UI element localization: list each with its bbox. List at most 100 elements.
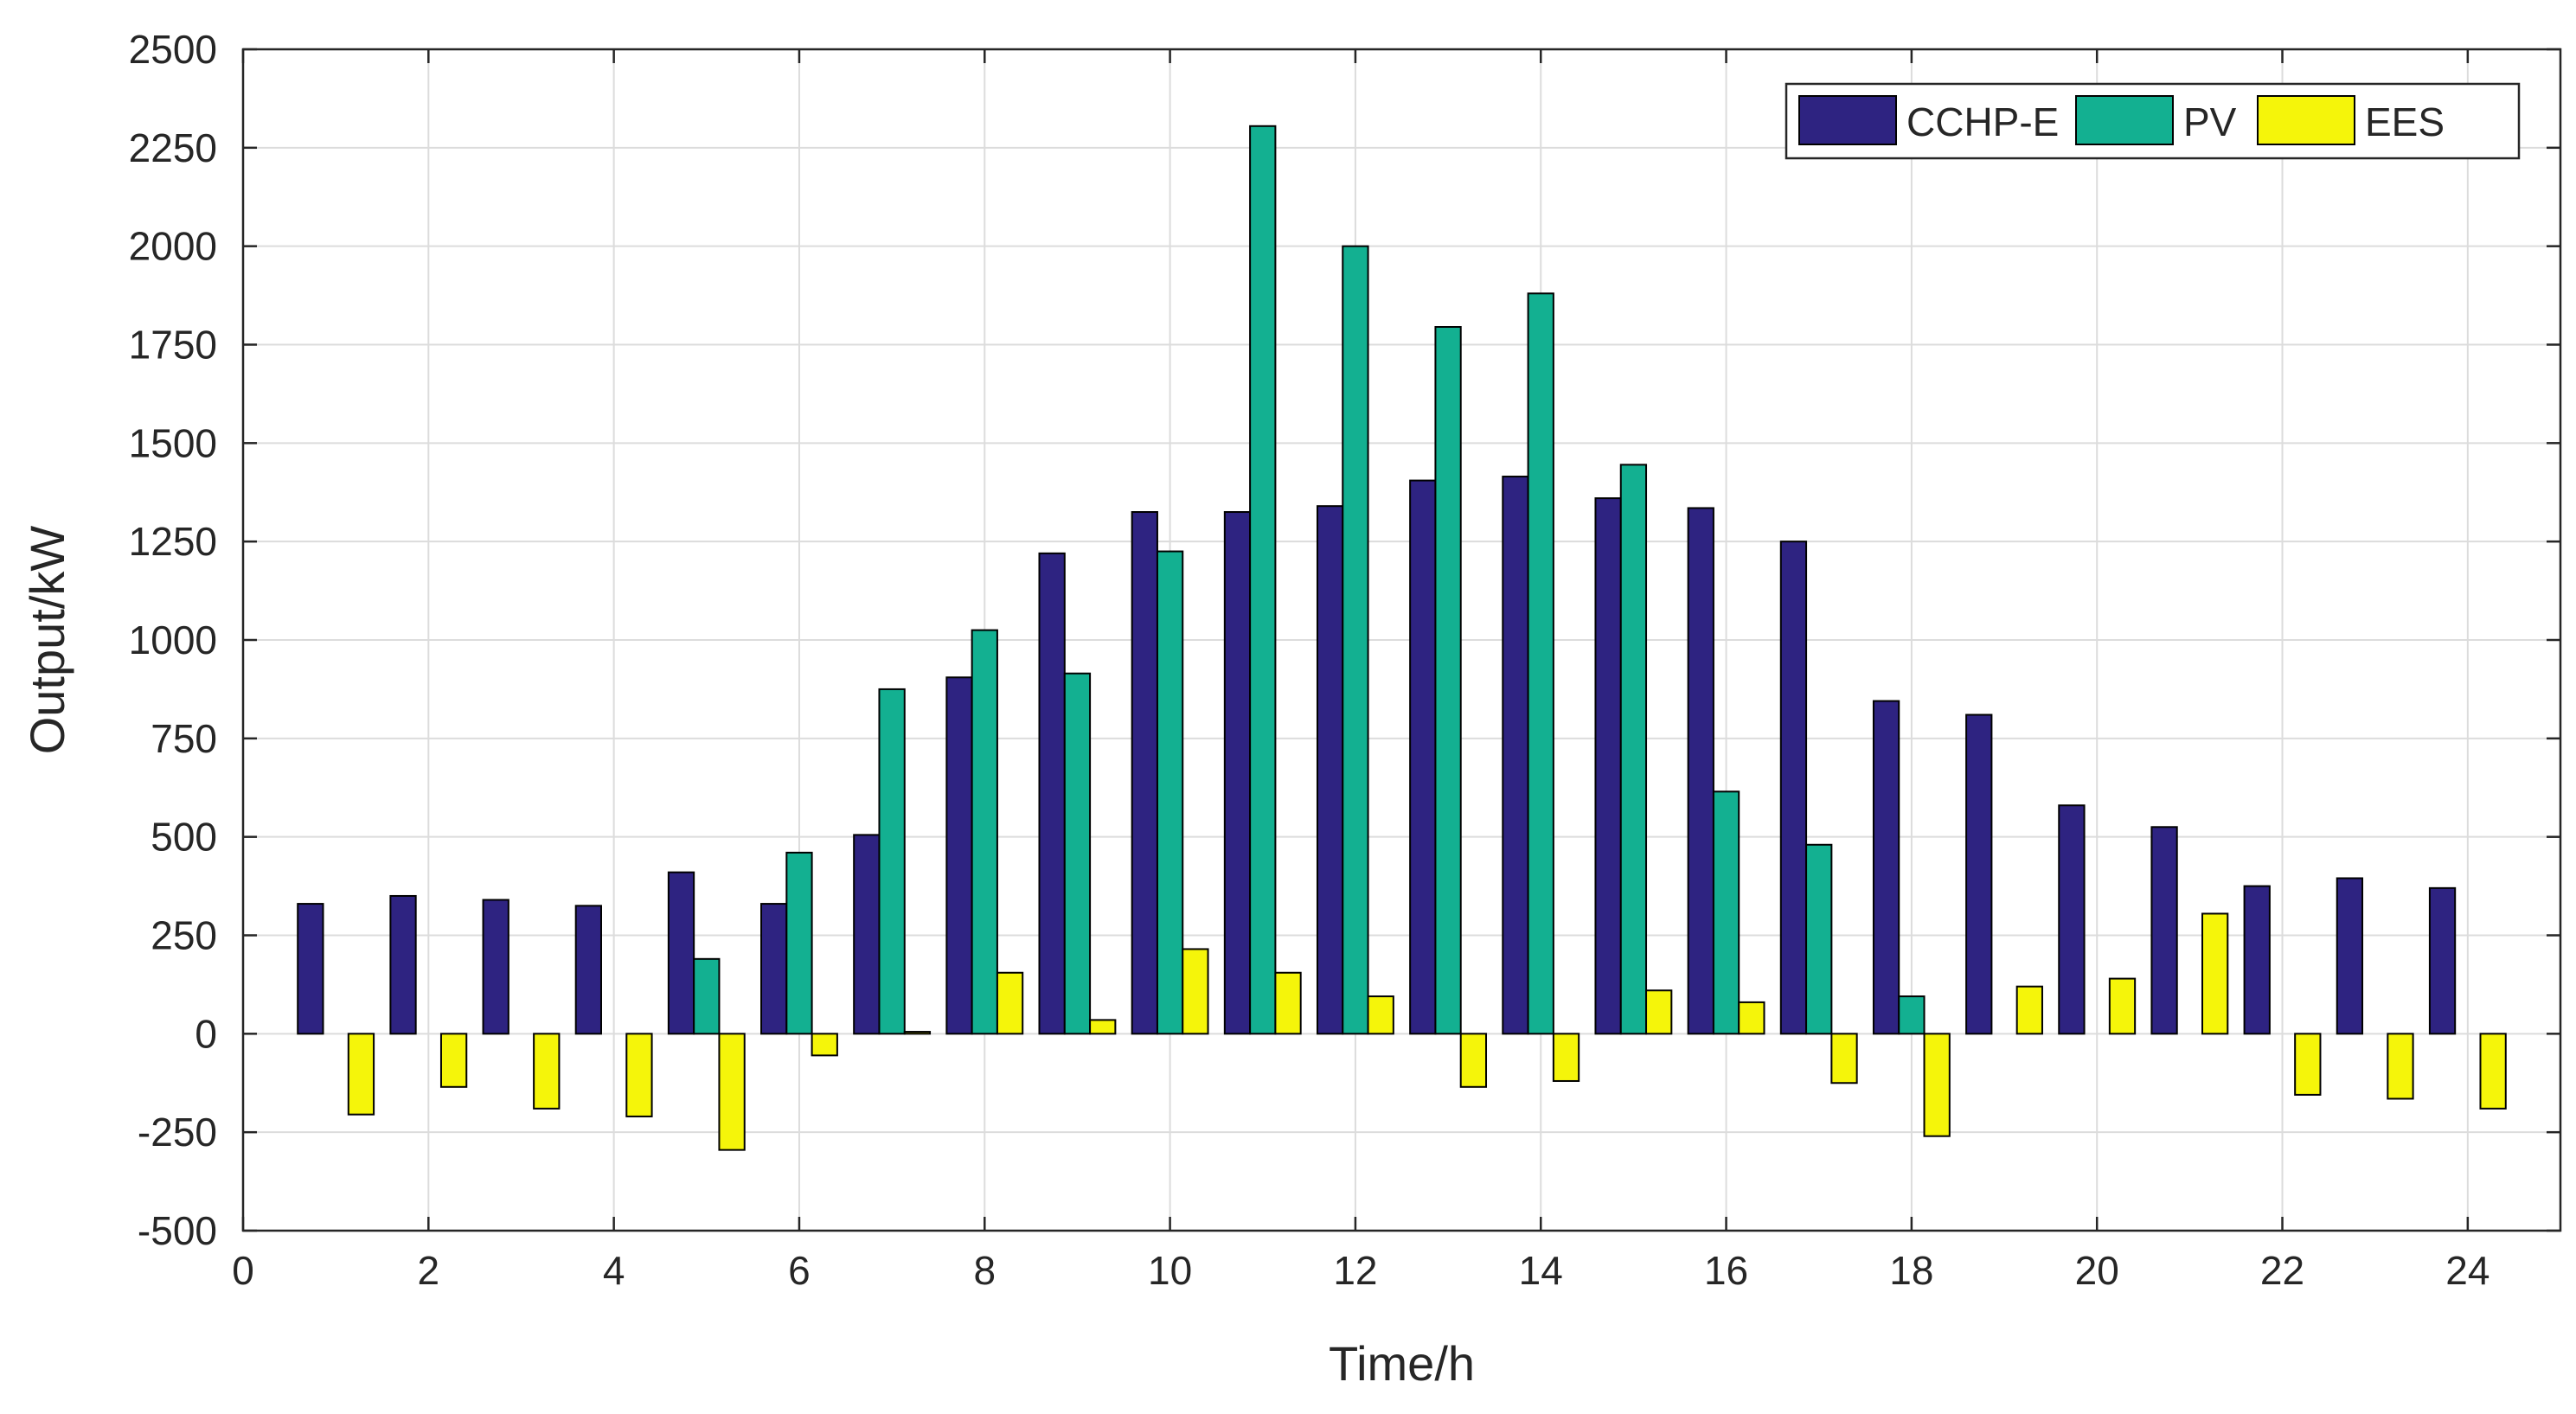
legend-label-pv: PV	[2183, 99, 2237, 144]
y-tick-label: 500	[151, 815, 217, 860]
bar-cchp-e-8	[945, 676, 973, 1035]
y-tick-label: 1000	[129, 617, 217, 662]
bar-ees-20	[2108, 977, 2137, 1035]
x-tick-label: 16	[1704, 1248, 1748, 1293]
bar-ees-23	[2387, 1033, 2414, 1100]
legend-swatch-ees	[2257, 95, 2355, 145]
bar-cchp-e-4	[574, 905, 602, 1035]
y-tick-label: -250	[138, 1110, 217, 1155]
x-tick-label: 24	[2445, 1248, 2489, 1293]
bar-cchp-e-11	[1223, 511, 1252, 1035]
bar-ees-2	[439, 1033, 468, 1088]
x-tick-label: 4	[603, 1248, 625, 1293]
bar-ees-21	[2201, 912, 2229, 1035]
bar-pv-12	[1342, 245, 1369, 1035]
bar-ees-4	[625, 1033, 653, 1117]
bar-ees-6	[811, 1033, 838, 1057]
x-tick-label: 0	[232, 1248, 254, 1293]
bar-cchp-e-15	[1594, 497, 1622, 1035]
bar-cchp-e-16	[1687, 507, 1714, 1035]
x-tick-label: 8	[973, 1248, 996, 1293]
bar-pv-11	[1249, 125, 1277, 1035]
y-tick-label: 1500	[129, 420, 217, 465]
bar-pv-6	[785, 851, 813, 1035]
bar-ees-9	[1089, 1019, 1117, 1035]
bar-cchp-e-13	[1409, 479, 1437, 1035]
bar-pv-14	[1527, 292, 1554, 1035]
y-tick-label: 1250	[129, 519, 217, 564]
bar-ees-16	[1738, 1001, 1765, 1035]
bar-cchp-e-23	[2336, 877, 2364, 1035]
bar-pv-17	[1805, 843, 1833, 1035]
bar-pv-18	[1898, 995, 1926, 1035]
bar-pv-10	[1156, 550, 1184, 1035]
y-tick-label: 2250	[129, 125, 217, 170]
x-tick-label: 22	[2260, 1248, 2304, 1293]
bar-cchp-e-17	[1779, 541, 1808, 1035]
bar-pv-7	[878, 688, 906, 1035]
bar-ees-7	[903, 1031, 932, 1035]
y-tick-label: 2000	[129, 224, 217, 269]
bar-pv-15	[1619, 464, 1648, 1035]
bar-ees-5	[718, 1033, 746, 1151]
bar-pv-16	[1712, 790, 1740, 1035]
legend-label-cchp-e: CCHP-E	[1906, 99, 2059, 144]
bar-cchp-e-6	[760, 903, 788, 1035]
bar-pv-8	[971, 629, 998, 1035]
y-axis-label: Output/kW	[20, 526, 74, 755]
bar-cchp-e-10	[1131, 511, 1158, 1035]
bar-ees-17	[1830, 1033, 1858, 1084]
bar-ees-15	[1645, 989, 1673, 1035]
bar-cchp-e-22	[2243, 885, 2271, 1035]
bar-cchp-e-19	[1965, 713, 1993, 1035]
axes	[241, 48, 2562, 1232]
x-tick-label: 10	[1148, 1248, 1192, 1293]
bar-cchp-e-1	[297, 903, 324, 1035]
x-tick-label: 20	[2075, 1248, 2119, 1293]
x-tick-label: 6	[788, 1248, 811, 1293]
bar-ees-3	[533, 1033, 561, 1110]
bar-cchp-e-18	[1872, 700, 1900, 1035]
y-tick-label: 250	[151, 913, 217, 958]
bar-pv-9	[1063, 672, 1092, 1035]
bar-ees-19	[2015, 985, 2043, 1035]
bar-cchp-e-9	[1038, 552, 1066, 1035]
x-tick-label: 2	[418, 1248, 440, 1293]
bar-ees-14	[1552, 1033, 1580, 1082]
bar-cchp-e-5	[667, 871, 695, 1035]
bar-ees-22	[2294, 1033, 2322, 1096]
x-axis-label: Time/h	[1329, 1336, 1475, 1391]
legend-label-ees: EES	[2365, 99, 2445, 144]
bars	[297, 125, 2507, 1151]
bar-ees-24	[2479, 1033, 2507, 1110]
bar-cchp-e-14	[1502, 476, 1529, 1035]
x-tick-label: 14	[1519, 1248, 1563, 1293]
x-tick-label: 18	[1889, 1248, 1933, 1293]
legend-swatch-cchp-e	[1798, 95, 1897, 145]
bar-pv-5	[693, 957, 721, 1035]
bar-ees-18	[1923, 1033, 1951, 1137]
y-tick-label: 0	[195, 1011, 217, 1056]
y-tick-label: 2500	[129, 27, 217, 72]
tick-labels: 0 2 4 6 8 10 12 14 16 18 20 22 24-500-25002505007501…	[129, 27, 2490, 1293]
y-tick-label: 750	[151, 716, 217, 761]
bar-pv-13	[1434, 326, 1462, 1035]
y-tick-label: 1750	[129, 323, 217, 368]
bar-ees-13	[1459, 1033, 1488, 1088]
bar-ees-11	[1274, 971, 1302, 1035]
bar-ees-12	[1367, 995, 1394, 1035]
bar-cchp-e-7	[853, 834, 881, 1035]
bar-cchp-e-12	[1316, 505, 1344, 1035]
bar-cchp-e-3	[482, 899, 509, 1035]
bar-cchp-e-20	[2058, 804, 2086, 1035]
legend-swatch-pv	[2075, 95, 2174, 145]
bar-ees-10	[1182, 948, 1209, 1035]
y-tick-label: -500	[138, 1208, 217, 1253]
bar-cchp-e-2	[389, 894, 417, 1035]
legend: CCHP-E PV EES	[1785, 82, 2521, 160]
bar-cchp-e-21	[2150, 826, 2178, 1035]
bar-cchp-e-24	[2428, 886, 2457, 1035]
x-tick-label: 12	[1333, 1248, 1377, 1293]
